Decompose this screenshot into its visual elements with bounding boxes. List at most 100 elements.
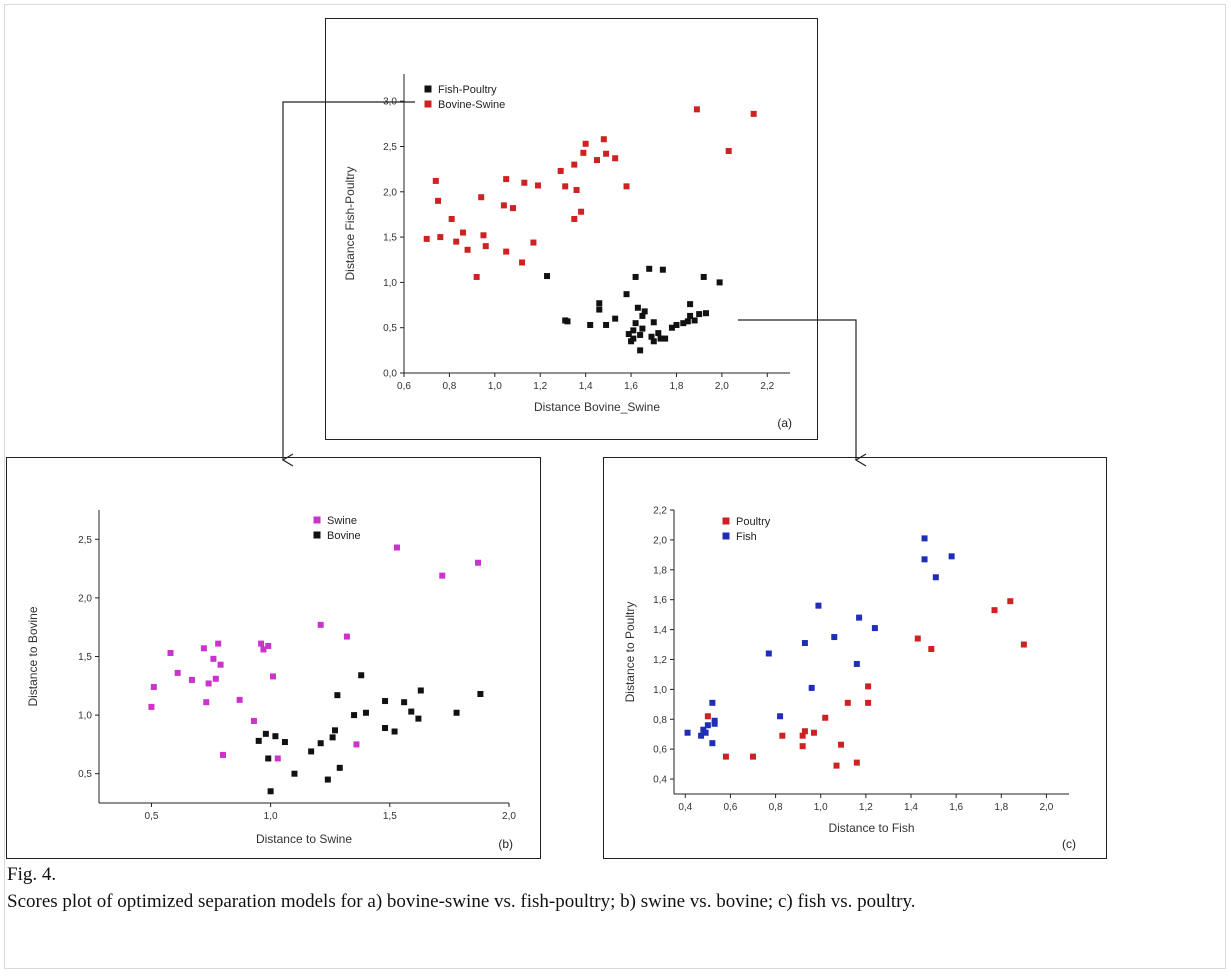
data-point [603,150,610,157]
data-point [274,755,281,762]
data-point [477,691,484,698]
data-point [308,748,315,755]
data-point [408,708,415,715]
data-point [382,698,389,705]
data-point [432,177,439,184]
data-point [460,229,467,236]
data-point [630,327,637,334]
data-point [336,764,343,771]
data-point [1020,641,1027,648]
y-tick-label: 1,4 [653,625,667,636]
data-point [623,183,630,190]
data-point [722,753,729,760]
x-tick-label: 1,0 [264,811,278,822]
data-point [473,273,480,280]
data-point [391,728,398,735]
legend-label: Swine [327,515,357,527]
data-point [914,635,921,642]
legend-label: Fish [736,531,757,543]
data-point [362,709,369,716]
y-axis-label: Distance to Poultry [623,602,637,703]
panel-label: (c) [1062,837,1076,851]
data-point [519,259,526,266]
x-tick-label: 2,0 [715,381,729,392]
x-tick-label: 1,2 [859,802,873,813]
data-point [324,776,331,783]
x-axis-label: Distance to Fish [828,821,914,835]
data-point [250,717,257,724]
y-tick-label: 1,0 [653,685,667,696]
data-point [353,741,360,748]
y-tick-label: 1,5 [78,652,92,663]
x-tick-label: 0,4 [678,802,692,813]
data-point [750,110,757,117]
data-point [219,751,226,758]
x-tick-label: 1,0 [488,381,502,392]
x-axis-label: Distance Bovine_Swine [534,400,660,414]
data-point [267,788,274,795]
data-point [808,684,815,691]
data-point [210,655,217,662]
data-point [662,335,669,342]
x-tick-label: 1,0 [814,802,828,813]
data-point [815,602,822,609]
data-point [358,672,365,679]
data-point [401,699,408,706]
data-point [530,239,537,246]
data-point [435,197,442,204]
data-point [637,347,644,354]
data-point [684,729,691,736]
connector-to-panel-b [281,101,415,467]
y-axis-label: Distance Fish-Poultry [343,166,357,280]
data-point [632,273,639,280]
y-tick-label: 2,2 [653,506,667,517]
data-point [659,266,666,273]
data-point [777,713,784,720]
data-point [704,722,711,729]
data-point [711,717,718,724]
y-tick-label: 2,0 [78,593,92,604]
x-tick-label: 2,0 [1039,802,1053,813]
legend-marker [424,85,432,93]
data-point [704,713,711,720]
data-point [544,273,551,280]
data-point [853,660,860,667]
data-point [871,625,878,632]
data-point [453,238,460,245]
data-point [205,680,212,687]
data-point [709,740,716,747]
data-point [702,729,709,736]
data-point [594,157,600,164]
data-point [564,318,571,325]
data-point [200,645,207,652]
data-point [625,331,632,338]
y-tick-label: 2,0 [383,187,397,198]
data-point [212,675,219,682]
data-point [687,312,694,319]
data-point [478,194,485,201]
data-point [291,770,298,777]
data-point [258,640,265,647]
data-point [509,205,516,212]
data-point [270,673,277,680]
data-point [865,699,872,706]
x-tick-label: 1,5 [383,811,397,822]
data-point [423,235,430,242]
y-tick-label: 1,8 [653,565,667,576]
y-tick-label: 0,0 [383,369,397,380]
data-point [587,321,594,328]
legend-marker [313,531,321,539]
data-point [150,683,157,690]
data-point [439,572,446,579]
data-point [853,759,860,766]
legend-marker [722,532,730,540]
legend-marker [722,517,730,525]
data-point [148,703,155,710]
data-point [329,734,336,741]
data-point [503,176,510,183]
data-point [203,699,210,706]
panel-label: (b) [498,837,513,851]
data-point [700,273,707,280]
figure-frame [4,4,1226,969]
